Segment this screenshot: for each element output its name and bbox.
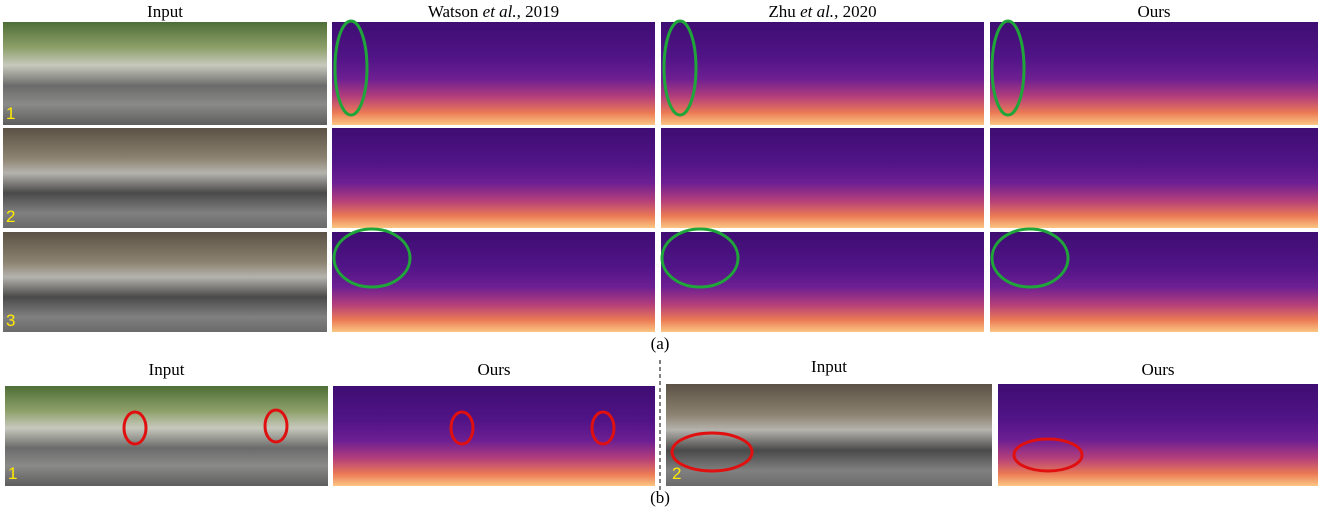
highlight: [265, 410, 287, 442]
highlight: [992, 229, 1068, 287]
highlight: [672, 433, 752, 471]
annotation-overlay: [0, 0, 1333, 515]
highlight: [335, 21, 367, 115]
highlight: [1014, 439, 1082, 471]
highlight: [124, 412, 146, 444]
highlight: [334, 229, 410, 287]
green-circles: [334, 21, 1068, 287]
page: Input Watson et al., 2019 Zhu et al., 20…: [0, 0, 1333, 515]
highlight: [992, 21, 1024, 115]
highlight: [664, 21, 696, 115]
highlight: [662, 229, 738, 287]
highlight: [451, 412, 473, 444]
highlight: [592, 412, 614, 444]
red-circles: [124, 410, 1082, 471]
